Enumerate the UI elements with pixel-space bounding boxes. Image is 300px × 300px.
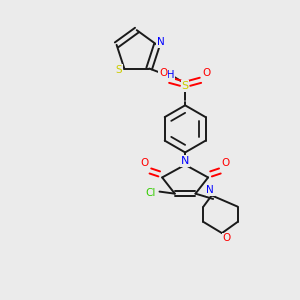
- Text: Cl: Cl: [145, 188, 155, 198]
- Text: NH: NH: [159, 70, 175, 80]
- Text: O: O: [140, 158, 148, 168]
- Text: O: O: [159, 68, 167, 78]
- Text: N: N: [157, 38, 164, 47]
- Text: N: N: [206, 185, 214, 195]
- Text: S: S: [116, 65, 122, 75]
- Text: O: O: [222, 158, 230, 168]
- Text: O: O: [203, 68, 211, 78]
- Text: N: N: [181, 156, 189, 166]
- Text: S: S: [182, 81, 189, 91]
- Text: O: O: [222, 233, 230, 243]
